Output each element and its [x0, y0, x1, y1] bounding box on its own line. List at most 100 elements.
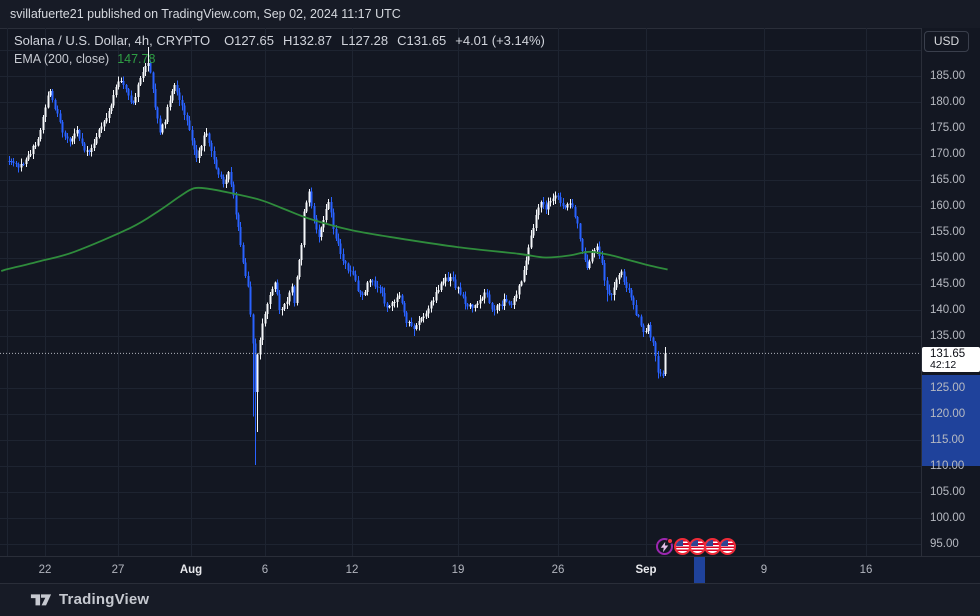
candle-up: [398, 295, 401, 298]
candle-up: [90, 147, 93, 153]
time-tick: 12: [345, 564, 359, 576]
indicator-name[interactable]: EMA (200, close): [14, 52, 110, 66]
candle-up: [95, 137, 98, 144]
candle-up: [440, 283, 443, 291]
candle-up: [554, 195, 557, 199]
candle-down: [313, 206, 316, 219]
us-flag-event-icon[interactable]: [673, 538, 691, 555]
candle-down: [357, 280, 360, 291]
candle-down: [235, 195, 238, 215]
us-flag-event-icon[interactable]: [688, 538, 706, 555]
us-flag-event-icon[interactable]: [718, 538, 736, 555]
candle-down: [315, 218, 318, 230]
candle-down: [501, 304, 504, 306]
candle-down: [249, 286, 252, 315]
candle-down: [493, 309, 496, 311]
candle-down: [239, 227, 242, 246]
candle-up: [366, 282, 369, 292]
price-tick: 105.00: [930, 486, 966, 498]
time-axis[interactable]: 22 27 Aug 6 12 19 26 Sep 9 16: [0, 557, 980, 583]
candle-down: [88, 150, 91, 153]
candle-down: [374, 280, 377, 287]
candle-down: [252, 314, 255, 344]
candle-up: [620, 271, 623, 276]
candle-up: [274, 282, 277, 290]
candle-up: [198, 150, 201, 159]
candle-down: [337, 238, 340, 244]
candle-up: [483, 292, 486, 299]
price-tick: 145.00: [930, 278, 966, 290]
candle-down: [557, 195, 560, 197]
candle-down: [230, 172, 233, 185]
candle-down: [330, 201, 333, 213]
candle-up: [430, 301, 433, 309]
candle-down: [310, 191, 313, 207]
candle-down: [610, 294, 613, 296]
candle-down: [293, 286, 296, 304]
candle-down: [471, 304, 474, 309]
candle-up: [391, 302, 394, 306]
candle-down: [379, 287, 382, 289]
candle-up: [569, 203, 572, 205]
candle-up: [173, 85, 176, 91]
candle-up: [396, 297, 399, 302]
price-axis[interactable]: USD 185.00 180.00 175.00 170.00 165.00 160.00…: [922, 28, 980, 556]
candle-up: [393, 301, 396, 303]
candle-down: [625, 281, 628, 288]
candle-up: [171, 90, 174, 101]
currency-toggle-button[interactable]: USD: [924, 31, 969, 52]
chart-plot[interactable]: [0, 28, 922, 556]
candle-up: [39, 130, 42, 140]
candle-down: [17, 164, 20, 168]
candle-up: [264, 313, 267, 324]
candle-down: [276, 282, 279, 295]
candle-down: [195, 149, 198, 159]
candle-down: [210, 143, 213, 152]
candle-up: [161, 124, 164, 133]
candle-up: [496, 305, 499, 310]
candle-up: [115, 87, 118, 96]
us-flag-event-icon[interactable]: [703, 538, 721, 555]
candle-up: [664, 353, 667, 375]
candle-up: [540, 202, 543, 208]
candle-up: [647, 324, 650, 331]
candle-up: [47, 95, 50, 108]
candle-down: [318, 229, 321, 237]
tradingview-logo[interactable]: TradingView: [30, 590, 149, 608]
candle-down: [181, 100, 184, 106]
candle-down: [339, 243, 342, 255]
lightning-event-icon[interactable]: [655, 538, 673, 555]
candle-down: [510, 303, 513, 305]
candle-up: [266, 303, 269, 314]
candle-up: [535, 214, 538, 229]
candle-up: [298, 260, 301, 277]
candle-down: [69, 138, 72, 142]
candle-down: [51, 90, 54, 101]
candle-up: [408, 321, 411, 323]
symbol-title[interactable]: Solana / U.S. Dollar, 4h, CRYPTO: [14, 33, 211, 48]
ema-line: [0, 186, 668, 272]
candle-up: [98, 129, 101, 138]
candle-down: [608, 289, 611, 295]
candle-down: [220, 174, 223, 177]
candle-up: [437, 290, 440, 292]
candle-up: [523, 270, 526, 282]
price-tick: 160.00: [930, 200, 966, 212]
candle-up: [645, 330, 648, 332]
candle-down: [545, 204, 548, 210]
candle-up: [139, 77, 142, 85]
candle-down: [447, 277, 450, 281]
time-tick: Sep: [635, 564, 657, 576]
candle-up: [20, 164, 23, 168]
candle-up: [591, 252, 594, 262]
chart-legend: Solana / U.S. Dollar, 4h, CRYPTO O127.65 H…: [14, 33, 554, 66]
candle-down: [59, 113, 62, 123]
candle-down: [132, 101, 135, 103]
candle-down: [56, 108, 59, 114]
candle-down: [381, 288, 384, 293]
publish-info-text: svillafuerte21 published on TradingView.…: [10, 7, 401, 21]
candle-down: [586, 260, 589, 269]
candle-down: [413, 325, 416, 329]
candle-up: [527, 247, 530, 261]
candle-up: [552, 198, 555, 201]
